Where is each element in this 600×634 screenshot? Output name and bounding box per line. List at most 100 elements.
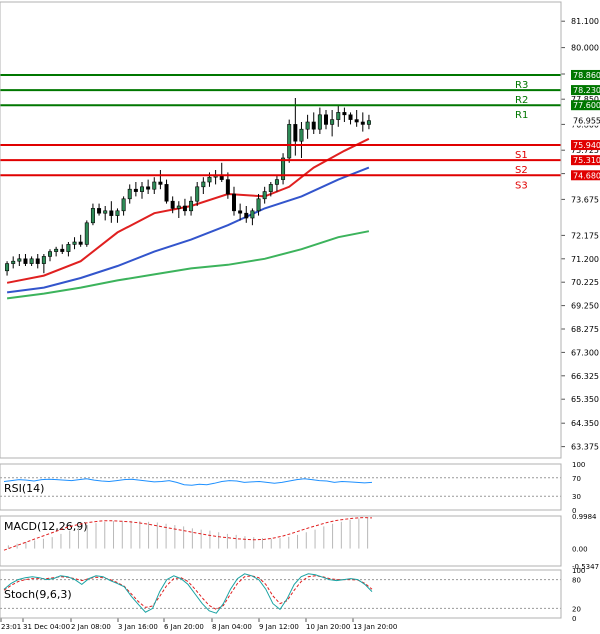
candle-body [324,114,328,125]
price-tick-label: 73.675 [571,195,599,204]
level-price-label: 78.860 [573,71,600,80]
level-name-s1: S1 [515,150,528,161]
time-tick-label: 10 Jan 20:00 [306,623,350,631]
candle-body [146,186,151,190]
time-axis: 23:01 31 Dec 04:00 2 Jan 08:00 3 Jan 16:00 6… [0,618,397,631]
candle-body [330,119,335,125]
price-tick-label: 63.375 [571,443,599,452]
stoch-tick-label: 0 [572,615,576,623]
moving-averages [6,137,370,300]
candle-body [268,184,273,192]
stoch-title: Stoch(9,6,3) [4,588,72,601]
rsi-tick-label: 30 [572,493,581,501]
candle-body [41,256,46,264]
stoch-pane: Stoch(9,6,3) 100 80 20 0 [0,567,585,623]
candle-body [293,124,298,142]
rsi-title: RSI(14) [4,482,44,495]
macd-tick-label: -0.5347 [572,563,599,571]
price-tick-label: 81.100 [571,17,599,26]
candle-body [152,181,157,190]
level-price-box [571,69,600,80]
macd-pane: MACD(12,26,9) 0.9984 0.00 -0.5347 [3,513,599,571]
candle-body [354,119,359,123]
level-price-box [571,140,600,151]
ma-fast-line [6,137,370,284]
candle-body [366,120,371,125]
candle-body [97,208,102,214]
candle-body [232,193,236,212]
level-name-s3: S3 [515,180,528,191]
current-price-box [571,115,600,126]
level-name-r2: R2 [515,95,528,106]
macd-tick-label: 0.00 [572,546,588,554]
stoch-tick-label: 80 [572,577,581,585]
level-price-box [571,85,600,96]
rsi-tick-label: 0 [572,507,576,515]
level-name-s2: S2 [515,165,528,176]
time-tick-label: 6 Jan 20:00 [164,623,204,631]
price-tick-label: 75.725 [571,146,599,155]
rsi-line [3,478,373,486]
price-tick-label: 65.350 [571,395,599,404]
candle-body [311,121,316,130]
candle-body [48,251,52,257]
price-tick-label: 68.275 [571,325,599,334]
candle-body [35,258,40,264]
candle-body [262,191,267,200]
candle-body [5,263,10,272]
main-pane: 81.10080.00078.92577.85076.80075.72574.7… [0,17,600,452]
pane-frame-main [0,1,562,459]
candle-body [72,241,77,245]
current-price-label: 76.955 [573,117,600,126]
time-tick-label: 23:01 [1,623,21,631]
candle-body [299,128,304,142]
candle-body [256,198,261,212]
candle-body [17,258,22,262]
candle-body [250,210,255,219]
candle-body [348,114,353,120]
level-price-box [571,100,600,111]
time-tick-label: 31 Dec 04:00 [23,623,70,631]
price-tick-label: 80.000 [571,44,599,53]
candle-body [238,210,243,214]
candle-body [195,186,200,202]
price-tick-label: 69.250 [571,302,599,311]
candle-body [29,258,34,264]
candle-body [133,188,138,192]
candle-body [121,198,126,212]
candles [5,98,371,276]
price-tick-label: 77.850 [571,95,599,104]
time-tick-label: 2 Jan 08:00 [71,623,111,631]
candle-body [109,210,114,216]
ma-slow-line [6,230,370,300]
candle-body [189,200,194,212]
level-price-box [571,170,600,181]
price-tick-label: 64.350 [571,419,599,428]
pane-frame-rsi [0,463,562,511]
rsi-tick-label: 70 [572,475,581,483]
candle-body [60,248,65,252]
level-price-label: 75.310 [573,156,600,165]
level-price-label: 74.680 [573,171,600,180]
macd-tick-label: 0.9984 [572,513,597,521]
candle-body [54,248,59,252]
candle-body [170,200,175,209]
candle-body [23,258,28,264]
stoch-tick-label: 20 [572,605,581,613]
time-tick-label: 3 Jan 16:00 [118,623,158,631]
level-name-r3: R3 [515,80,528,91]
level-price-label: 77.600 [573,101,600,110]
price-tick-label: 67.300 [571,348,599,357]
level-price-label: 75.940 [573,141,600,150]
stoch-d-line [3,575,373,610]
candle-body [103,210,108,214]
macd-title: MACD(12,26,9) [4,520,88,533]
candle-body [140,186,144,192]
candle-body [66,244,71,252]
candle-body [78,241,83,245]
candle-body [201,181,206,188]
candle-body [176,205,181,209]
ma-mid-line [6,166,370,294]
